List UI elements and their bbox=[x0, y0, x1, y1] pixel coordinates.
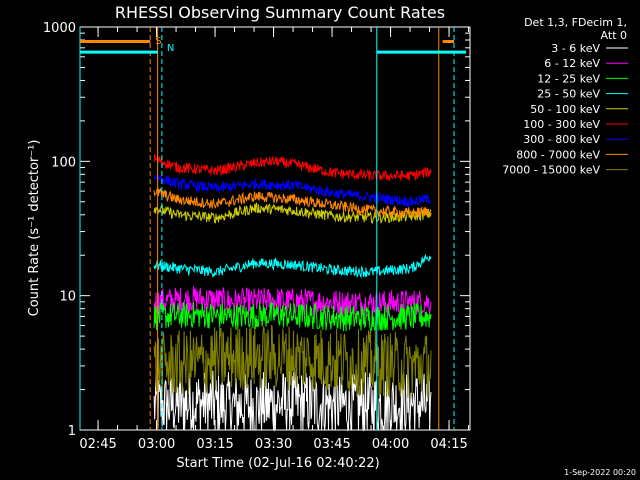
x-tick-label-6: 04:15 bbox=[430, 437, 467, 452]
x-tick-label-4: 03:45 bbox=[313, 437, 350, 452]
series-line-8 bbox=[153, 324, 432, 398]
legend-header-line-1: Att 0 bbox=[601, 29, 627, 42]
y-tick-label-2: 100 bbox=[51, 155, 76, 170]
y-axis-label: Count Rate (s⁻¹ detector⁻¹) bbox=[27, 140, 42, 317]
legend-label-6: 300 - 800 keV bbox=[523, 133, 600, 146]
x-axis-label: Start Time (02-Jul-16 02:40:22) bbox=[176, 456, 379, 471]
legend-header-line-0: Det 1,3, FDecim 1, bbox=[524, 16, 627, 29]
saa-label: S bbox=[155, 36, 161, 47]
series-line-2 bbox=[153, 301, 432, 332]
legend-label-7: 800 - 7000 keV bbox=[516, 148, 600, 161]
chart-title: RHESSI Observing Summary Count Rates bbox=[115, 3, 445, 22]
night-label: N bbox=[167, 43, 174, 54]
series-line-0 bbox=[153, 369, 432, 432]
x-tick-label-1: 03:00 bbox=[138, 437, 175, 452]
marker-layer: SN bbox=[79, 27, 467, 430]
x-tick-label-3: 03:30 bbox=[255, 437, 292, 452]
legend-header: Det 1,3, FDecim 1,Att 0 bbox=[524, 16, 627, 42]
legend-label-4: 50 - 100 keV bbox=[530, 103, 600, 116]
series-layer bbox=[153, 154, 432, 432]
legend-label-1: 6 - 12 keV bbox=[544, 57, 600, 70]
series-line-5 bbox=[153, 154, 432, 182]
x-tick-label-5: 04:00 bbox=[372, 437, 409, 452]
y-tick-label-3: 1000 bbox=[43, 21, 76, 36]
footer-date: 1-Sep-2022 00:20 bbox=[564, 468, 636, 477]
legend-label-5: 100 - 300 keV bbox=[523, 118, 600, 131]
x-tick-label-2: 03:15 bbox=[196, 437, 233, 452]
series-line-4 bbox=[153, 202, 432, 225]
legend: 3 - 6 keV 6 - 12 keV 12 - 25 keV 25 - 50 ke… bbox=[502, 42, 628, 177]
series-line-3 bbox=[153, 253, 432, 279]
legend-label-2: 12 - 25 keV bbox=[537, 72, 600, 85]
legend-label-0: 3 - 6 keV bbox=[551, 42, 600, 55]
legend-label-3: 25 - 50 keV bbox=[537, 88, 600, 101]
series-line-7 bbox=[153, 186, 432, 220]
y-tick-label-0: 1 bbox=[68, 424, 76, 439]
series-line-1 bbox=[153, 286, 432, 318]
y-tick-label-1: 10 bbox=[59, 290, 76, 305]
x-tick-label-0: 02:45 bbox=[79, 437, 116, 452]
legend-label-8: 7000 - 15000 keV bbox=[502, 164, 600, 177]
series-line-6 bbox=[153, 174, 432, 208]
